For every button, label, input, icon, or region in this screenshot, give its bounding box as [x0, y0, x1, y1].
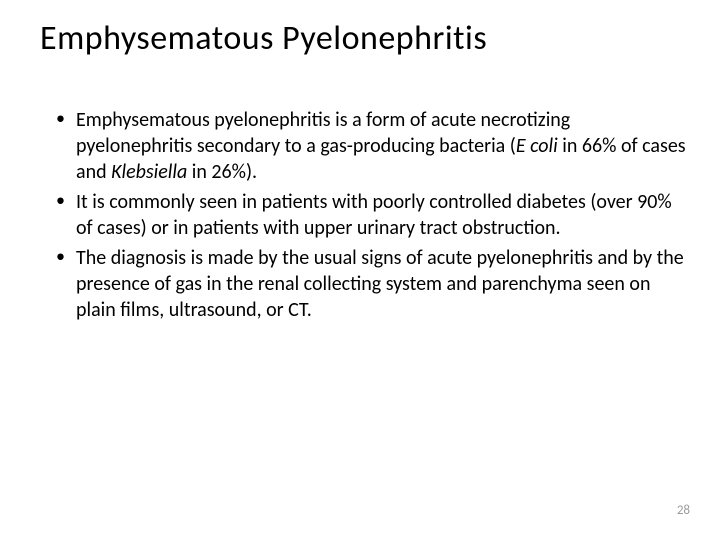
- italic-text: E coli: [516, 134, 558, 158]
- slide-container: Emphysematous Pyelonephritis Emphysemato…: [0, 0, 720, 540]
- body-text: Emphysematous pyelonephritis is a form o…: [76, 108, 570, 158]
- bullet-item: Emphysematous pyelonephritis is a form o…: [56, 107, 688, 185]
- bullet-list: Emphysematous pyelonephritis is a form o…: [32, 107, 688, 323]
- bullet-item: The diagnosis is made by the usual signs…: [56, 245, 688, 323]
- italic-text: Klebsiella: [111, 160, 187, 184]
- page-number: 28: [677, 503, 690, 518]
- bullet-item: It is commonly seen in patients with poo…: [56, 189, 688, 241]
- body-text: It is commonly seen in patients with poo…: [76, 190, 672, 240]
- slide-title: Emphysematous Pyelonephritis: [40, 18, 688, 59]
- body-text: The diagnosis is made by the usual signs…: [76, 246, 684, 322]
- body-text: in 26%).: [187, 160, 257, 184]
